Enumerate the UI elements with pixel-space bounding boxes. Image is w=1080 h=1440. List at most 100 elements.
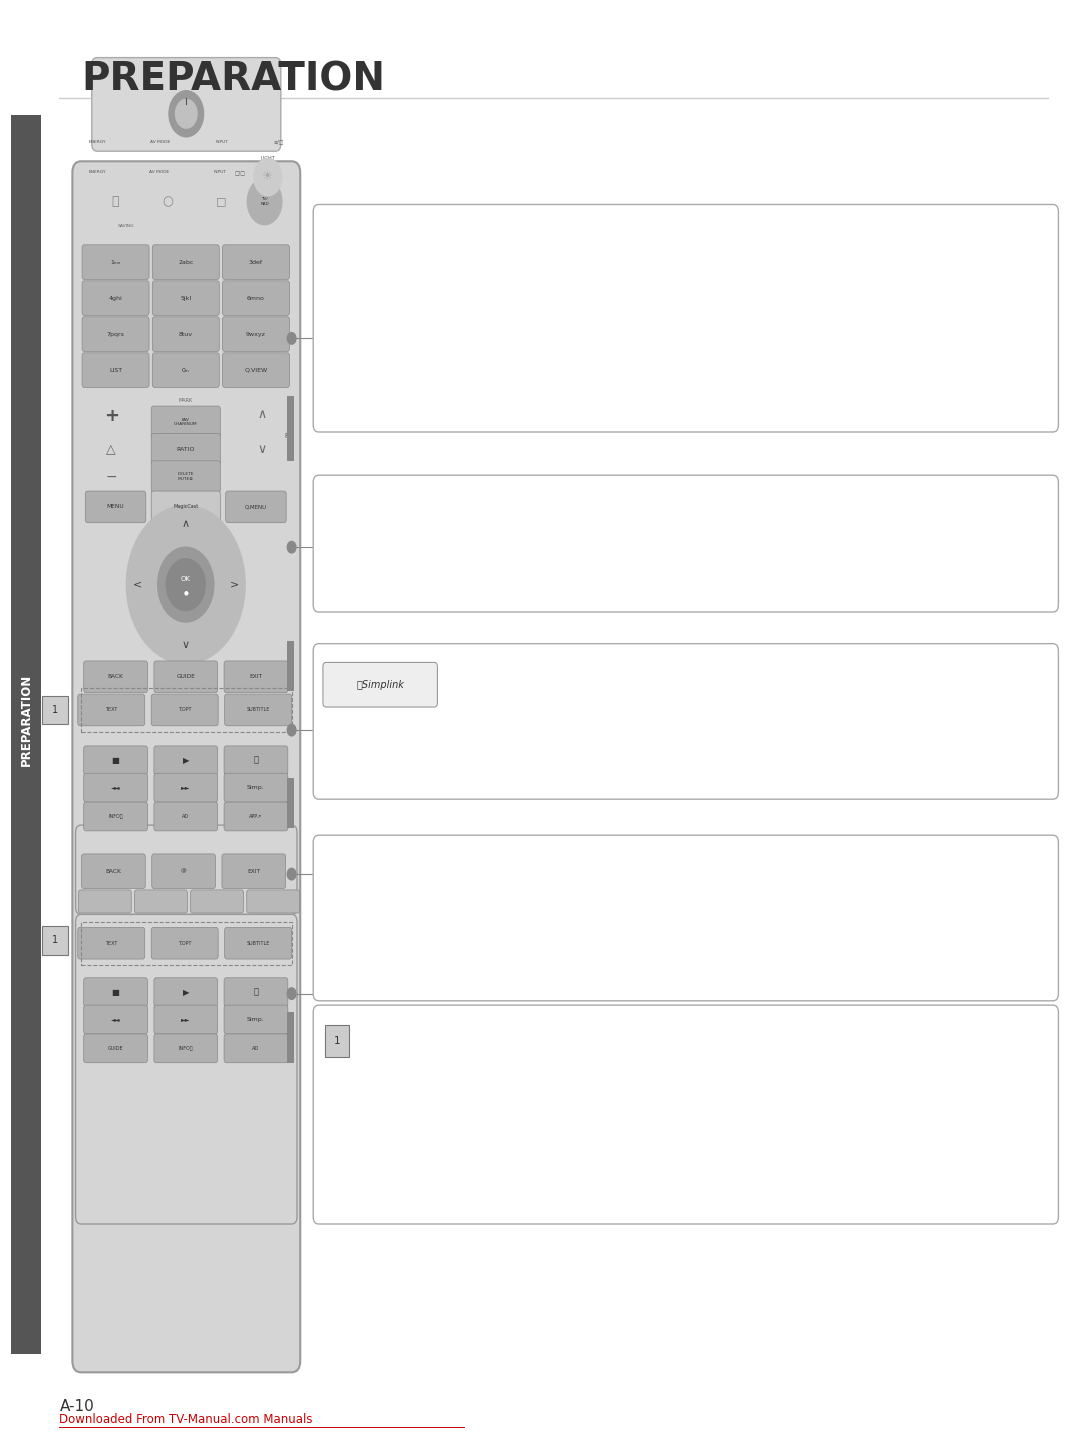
FancyBboxPatch shape (82, 245, 149, 279)
Text: buttons: buttons (330, 533, 376, 547)
Text: OK: OK (180, 576, 191, 582)
Text: ○: ○ (162, 194, 173, 209)
Text: Opens an empty space on the screen keyboard.: Opens an empty space on the screen keybo… (459, 281, 759, 295)
FancyBboxPatch shape (325, 1025, 349, 1057)
FancyBboxPatch shape (84, 978, 147, 1007)
Text: INFOⓄ: INFOⓄ (178, 1045, 193, 1051)
Text: AV MODE: AV MODE (150, 140, 170, 144)
FancyBboxPatch shape (42, 696, 68, 724)
Text: A-10: A-10 (59, 1400, 94, 1414)
FancyBboxPatch shape (151, 491, 220, 523)
Circle shape (247, 179, 282, 225)
Text: models only),: models only), (459, 533, 548, 547)
Text: AD: AD (253, 1045, 259, 1051)
Text: 5jkl: 5jkl (180, 295, 191, 301)
Text: Displays the programme table. (► p.55): Displays the programme table. (► p.55) (459, 312, 708, 327)
FancyBboxPatch shape (225, 773, 287, 802)
Text: ∨: ∨ (181, 641, 190, 649)
Text: ▶: ▶ (183, 756, 189, 765)
Text: Downloaded From TV-Manual.com Manuals: Downloaded From TV-Manual.com Manuals (59, 1413, 313, 1426)
Text: TEXT: TEXT (105, 940, 118, 946)
Text: 2abc: 2abc (178, 259, 193, 265)
Text: Q.VIEW: Q.VIEW (408, 341, 451, 356)
FancyBboxPatch shape (84, 661, 147, 693)
Text: DELETE
MUTE⊗: DELETE MUTE⊗ (177, 472, 194, 481)
FancyBboxPatch shape (84, 746, 147, 775)
Text: appears at the screen.(► p.62): appears at the screen.(► p.62) (459, 730, 651, 744)
FancyBboxPatch shape (246, 890, 300, 913)
Text: EXIT: EXIT (249, 674, 262, 680)
FancyBboxPatch shape (79, 890, 132, 913)
Text: GUIDE: GUIDE (176, 674, 195, 680)
FancyBboxPatch shape (76, 825, 297, 914)
FancyBboxPatch shape (11, 115, 41, 1354)
FancyBboxPatch shape (84, 1005, 147, 1034)
Text: −: − (106, 469, 117, 484)
FancyBboxPatch shape (72, 161, 300, 1372)
Text: SUBTITLE: SUBTITLE (246, 707, 270, 713)
Text: ■: ■ (111, 988, 120, 996)
FancyBboxPatch shape (153, 1005, 217, 1034)
Text: 4ghi: 4ghi (109, 295, 122, 301)
FancyBboxPatch shape (153, 661, 217, 693)
Circle shape (287, 988, 296, 999)
FancyBboxPatch shape (313, 835, 1058, 1001)
Text: When you toggle this button, the Simplink menu: When you toggle this button, the Simplin… (459, 703, 762, 717)
Text: Simp.: Simp. (247, 1017, 265, 1022)
Text: Ⓡ: Ⓡ (112, 194, 119, 209)
Text: T.OPT: T.OPT (178, 707, 191, 713)
Text: MagicCast: MagicCast (173, 504, 199, 510)
FancyBboxPatch shape (151, 854, 215, 888)
Text: For further details, see the ‘Teletext’ section.: For further details, see the ‘Teletext’ … (459, 1061, 740, 1076)
FancyBboxPatch shape (225, 978, 287, 1007)
Circle shape (168, 91, 203, 137)
FancyBboxPatch shape (84, 1034, 147, 1063)
Text: TEXT: TEXT (105, 707, 118, 713)
FancyBboxPatch shape (151, 461, 220, 492)
Text: FAV
CHARINUM: FAV CHARINUM (174, 418, 198, 426)
FancyBboxPatch shape (153, 773, 217, 802)
FancyBboxPatch shape (225, 1005, 287, 1034)
FancyBboxPatch shape (222, 353, 289, 387)
FancyBboxPatch shape (151, 433, 220, 465)
Text: P: P (284, 432, 288, 439)
Circle shape (287, 724, 296, 736)
Text: INPUT: INPUT (216, 140, 229, 144)
Text: and news services developed by Orange. (Only: and news services developed by Orange. (… (459, 878, 755, 893)
Text: 7pqrs: 7pqrs (107, 331, 124, 337)
Text: RATIO: RATIO (176, 446, 195, 452)
Text: Selects a programme.: Selects a programme. (459, 226, 597, 240)
Text: Recalls your preferred subtitle in digital mode.: Recalls your preferred subtitle in digit… (459, 1130, 751, 1145)
Text: □: □ (216, 197, 227, 206)
Text: SUBTITLE: SUBTITLE (394, 1130, 450, 1145)
Text: 3def: 3def (249, 259, 262, 265)
Text: SUBTITLE: SUBTITLE (246, 940, 270, 946)
Text: 0 to 9 number: 0 to 9 number (326, 226, 410, 240)
Circle shape (126, 505, 245, 664)
Text: (► p.177): (► p.177) (459, 1089, 518, 1103)
Text: △: △ (107, 442, 116, 456)
FancyBboxPatch shape (84, 802, 147, 831)
Text: APP↗: APP↗ (249, 814, 262, 819)
Text: ☀: ☀ (262, 170, 273, 184)
Text: See a list of AV devices connected to TV.: See a list of AV devices connected to TV… (459, 674, 714, 688)
FancyBboxPatch shape (151, 927, 218, 959)
Text: ∨: ∨ (258, 442, 267, 456)
Text: button: button (349, 252, 388, 266)
FancyBboxPatch shape (152, 353, 219, 387)
Text: ≡/□: ≡/□ (273, 140, 284, 144)
FancyBboxPatch shape (152, 317, 219, 351)
Text: France): France) (459, 907, 505, 922)
FancyBboxPatch shape (225, 661, 287, 693)
FancyBboxPatch shape (152, 281, 219, 315)
FancyBboxPatch shape (82, 317, 149, 351)
Circle shape (287, 868, 296, 880)
Text: ⓈSimplink: ⓈSimplink (356, 681, 404, 690)
Text: TELETEXT: TELETEXT (356, 1034, 415, 1048)
Text: Selects numbered items in a menu.: Selects numbered items in a menu. (459, 252, 681, 266)
Text: ●: ● (184, 590, 188, 596)
Text: 1ₘₙ: 1ₘₙ (110, 259, 121, 265)
Text: ∧: ∧ (258, 408, 267, 422)
Text: These buttons are used for teletext.: These buttons are used for teletext. (459, 1034, 685, 1048)
FancyBboxPatch shape (287, 778, 294, 828)
